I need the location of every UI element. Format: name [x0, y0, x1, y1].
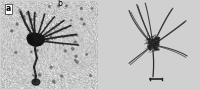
Point: [30, 51, 33, 53]
Point: [53, 82, 56, 83]
Point: [69, 20, 73, 21]
Point: [157, 37, 160, 39]
Polygon shape: [33, 37, 43, 46]
Point: [26, 13, 29, 14]
Point: [152, 40, 155, 41]
Point: [153, 47, 157, 48]
Point: [10, 30, 13, 32]
Point: [16, 23, 19, 25]
Point: [80, 18, 83, 20]
Point: [155, 48, 159, 50]
Point: [45, 40, 48, 41]
Polygon shape: [32, 79, 40, 85]
Point: [148, 44, 151, 46]
Point: [147, 47, 151, 48]
Point: [57, 5, 60, 7]
Polygon shape: [27, 33, 44, 46]
Point: [153, 40, 156, 42]
Point: [33, 75, 37, 77]
Point: [8, 13, 11, 15]
Text: a: a: [6, 4, 11, 13]
Point: [154, 38, 158, 39]
Polygon shape: [27, 33, 39, 43]
Point: [22, 16, 25, 17]
Point: [155, 38, 158, 39]
Point: [76, 61, 79, 63]
Point: [155, 40, 158, 41]
Point: [149, 46, 152, 48]
Point: [153, 42, 156, 43]
Point: [148, 38, 151, 39]
Point: [80, 8, 83, 9]
Point: [29, 38, 32, 39]
Point: [148, 46, 151, 48]
Point: [147, 47, 150, 49]
Point: [156, 43, 159, 45]
Point: [76, 35, 79, 36]
Point: [31, 74, 35, 76]
Point: [153, 48, 156, 49]
Point: [60, 75, 63, 77]
Point: [74, 56, 78, 57]
Point: [153, 41, 156, 43]
Point: [64, 50, 67, 52]
Point: [153, 48, 157, 50]
Point: [71, 48, 74, 50]
Point: [156, 43, 159, 45]
Point: [151, 45, 155, 46]
Point: [153, 44, 156, 46]
Point: [38, 74, 41, 76]
Point: [50, 66, 53, 68]
Point: [149, 48, 152, 49]
Point: [153, 44, 156, 45]
Point: [147, 41, 150, 42]
Point: [149, 43, 152, 45]
Point: [154, 48, 157, 50]
Point: [52, 80, 55, 82]
Point: [31, 38, 34, 39]
Point: [148, 45, 151, 47]
Point: [148, 44, 151, 46]
Point: [156, 39, 160, 40]
Point: [150, 42, 153, 43]
Point: [150, 42, 153, 43]
Point: [150, 39, 153, 41]
Point: [18, 9, 21, 10]
Point: [14, 52, 17, 53]
Point: [152, 45, 155, 47]
Point: [48, 6, 51, 7]
Point: [147, 39, 150, 40]
Point: [30, 19, 33, 20]
Point: [153, 47, 156, 48]
Point: [74, 59, 77, 61]
Point: [151, 38, 154, 40]
Point: [156, 48, 159, 49]
Point: [153, 39, 156, 40]
Point: [89, 75, 92, 76]
Point: [150, 47, 154, 49]
Point: [148, 47, 152, 49]
Point: [146, 45, 150, 47]
Point: [148, 42, 151, 43]
Point: [46, 40, 49, 41]
Point: [157, 37, 160, 38]
Point: [83, 23, 86, 25]
Point: [36, 50, 39, 51]
Point: [149, 43, 152, 45]
Point: [49, 36, 52, 37]
Point: [154, 41, 157, 43]
Point: [156, 42, 160, 43]
Point: [74, 41, 77, 43]
Point: [90, 8, 94, 9]
Point: [152, 42, 155, 44]
Polygon shape: [30, 37, 38, 44]
Point: [154, 43, 158, 44]
Point: [65, 5, 68, 7]
Point: [29, 20, 32, 21]
Point: [151, 44, 154, 45]
Text: b: b: [57, 0, 62, 8]
Point: [85, 54, 88, 55]
